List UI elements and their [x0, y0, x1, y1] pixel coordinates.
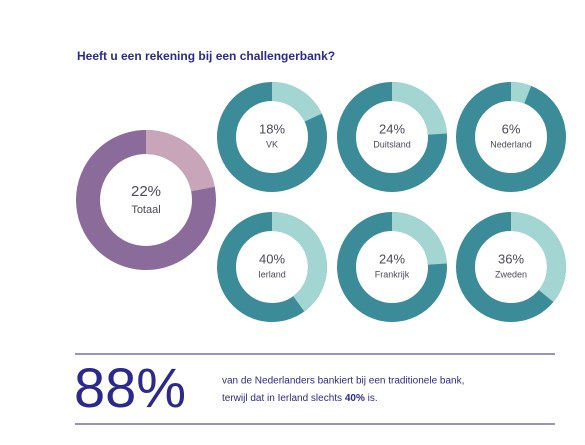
title: Heeft u een rekening bij een challengerb…: [77, 49, 335, 63]
value-label: 24%: [379, 121, 405, 136]
donut-segment: [272, 82, 322, 122]
donut-segment: [392, 82, 447, 135]
value-label: 24%: [379, 251, 405, 266]
value-label: 36%: [498, 251, 524, 266]
donut-label: Zweden: [495, 269, 527, 279]
donut-segment: [511, 82, 532, 104]
footer-text: terwijl dat in Ierland slechts 40% is.: [222, 393, 378, 404]
donut-label: Duitsland: [373, 139, 411, 149]
footer-text: van de Nederlanders bankiert bij een tra…: [222, 376, 464, 387]
value-label: 22%: [131, 183, 161, 200]
big-stat: 88%: [74, 356, 186, 419]
value-label: 18%: [259, 121, 285, 136]
donut-label: Totaal: [131, 204, 160, 216]
footer-bold: 40%: [345, 393, 365, 404]
donut-label: Nederland: [490, 139, 532, 149]
donut-label: VK: [266, 139, 278, 149]
donut-segment: [511, 212, 566, 303]
donut-label: Ierland: [258, 269, 286, 279]
value-label: 40%: [259, 251, 285, 266]
donut-segment: [272, 212, 327, 312]
footer-text: terwijl dat in Ierland slechts: [222, 393, 345, 404]
donut-segment: [146, 130, 215, 192]
footer-text: is.: [365, 393, 378, 404]
donut-segment: [392, 212, 447, 265]
donut-label: Frankrijk: [375, 269, 410, 279]
donut-track: [456, 82, 566, 192]
value-label: 6%: [502, 121, 521, 136]
